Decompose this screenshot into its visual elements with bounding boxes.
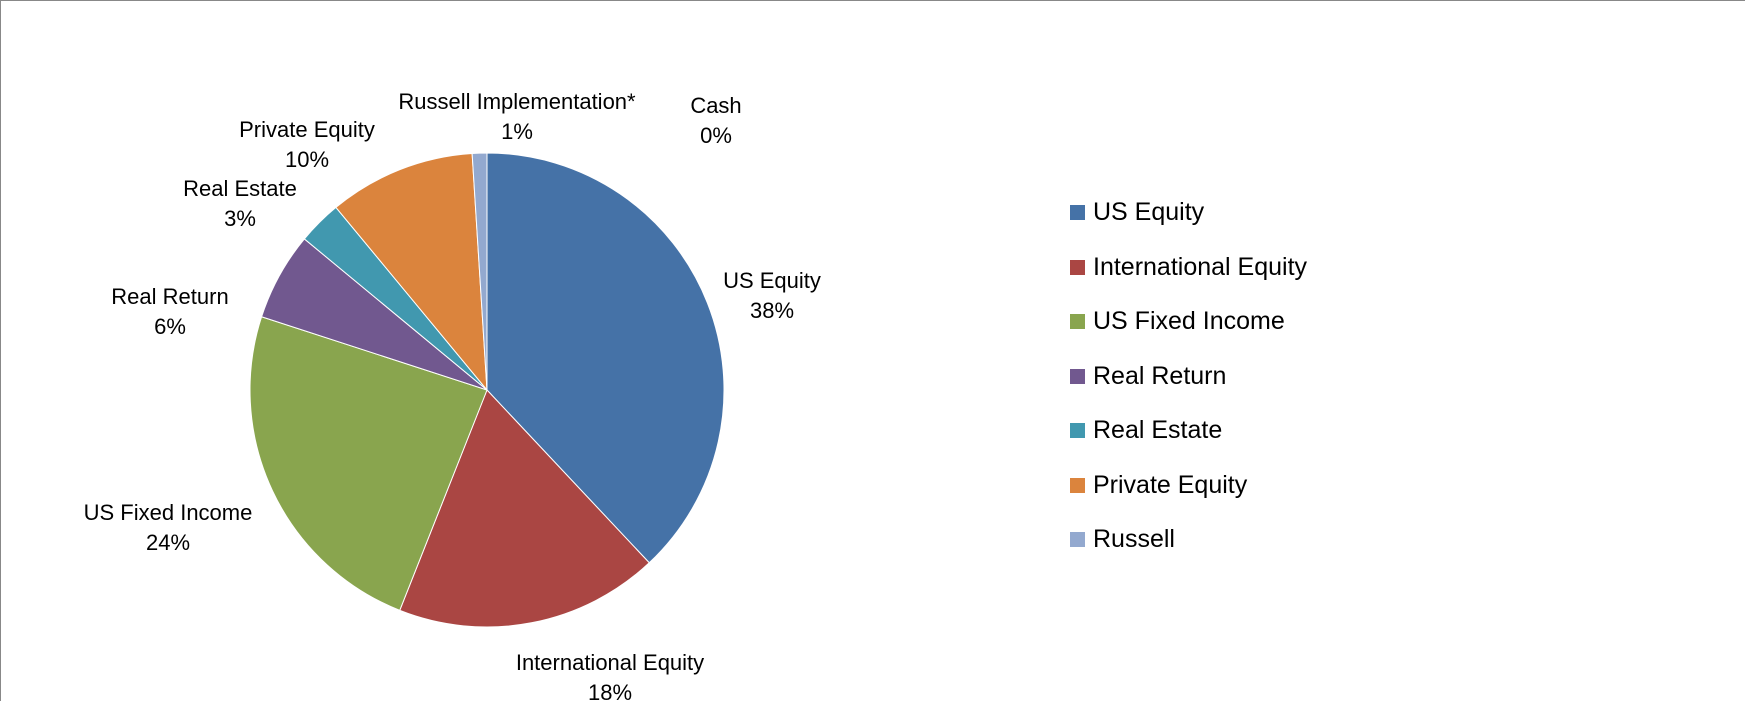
legend-swatch xyxy=(1070,259,1085,275)
slice-label: International Equity xyxy=(516,650,704,675)
legend-item: International Equity xyxy=(1070,251,1360,306)
legend-swatch xyxy=(1070,314,1085,329)
legend-label: Private Equity xyxy=(1093,470,1248,499)
slice-label: US Fixed Income xyxy=(84,500,253,525)
slice-value-label: 0% xyxy=(700,123,732,148)
legend-swatch xyxy=(1070,368,1085,384)
legend-swatch xyxy=(1070,205,1085,220)
slice-label: Private Equity xyxy=(239,117,375,142)
slice-label: Real Estate xyxy=(183,176,297,201)
legend-label: International Equity xyxy=(1093,252,1308,281)
legend-label: Real Return xyxy=(1093,361,1227,390)
pie-slice xyxy=(399,389,650,628)
legend-label: Russell Implementation* xyxy=(1093,525,1175,549)
pie-slice xyxy=(335,152,488,392)
legend: US Equity International Equity US Fixed In… xyxy=(1070,196,1360,549)
slice-value-label: 3% xyxy=(224,206,256,231)
legend-item: Private Equity xyxy=(1070,469,1360,524)
legend-item: Real Estate xyxy=(1070,414,1360,469)
slice-value-label: 10% xyxy=(285,147,329,172)
slice-value-label: 38% xyxy=(750,298,794,323)
legend-swatch xyxy=(1070,477,1085,493)
legend-swatch xyxy=(1070,423,1085,438)
slice-label: Cash xyxy=(690,93,741,118)
pie-slice xyxy=(486,152,725,564)
legend-label: US Fixed Income xyxy=(1093,307,1285,335)
legend-label: Real Estate xyxy=(1093,416,1223,444)
slice-label: Real Return xyxy=(111,284,228,309)
slice-label: US Equity xyxy=(723,268,821,293)
legend-item: Russell Implementation* xyxy=(1070,523,1360,549)
legend-label: US Equity xyxy=(1093,198,1205,226)
slice-value-label: 6% xyxy=(154,314,186,339)
slice-value-label: 24% xyxy=(146,530,190,555)
legend-item: Real Return xyxy=(1070,360,1360,415)
pie-slice xyxy=(249,316,488,612)
slice-value-label: 18% xyxy=(588,680,632,701)
slice-value-label: 1% xyxy=(501,119,533,144)
legend-item: US Fixed Income xyxy=(1070,305,1360,360)
legend-swatch xyxy=(1070,532,1085,547)
slice-label: Russell Implementation* xyxy=(398,89,636,114)
legend-item: US Equity xyxy=(1070,196,1360,251)
